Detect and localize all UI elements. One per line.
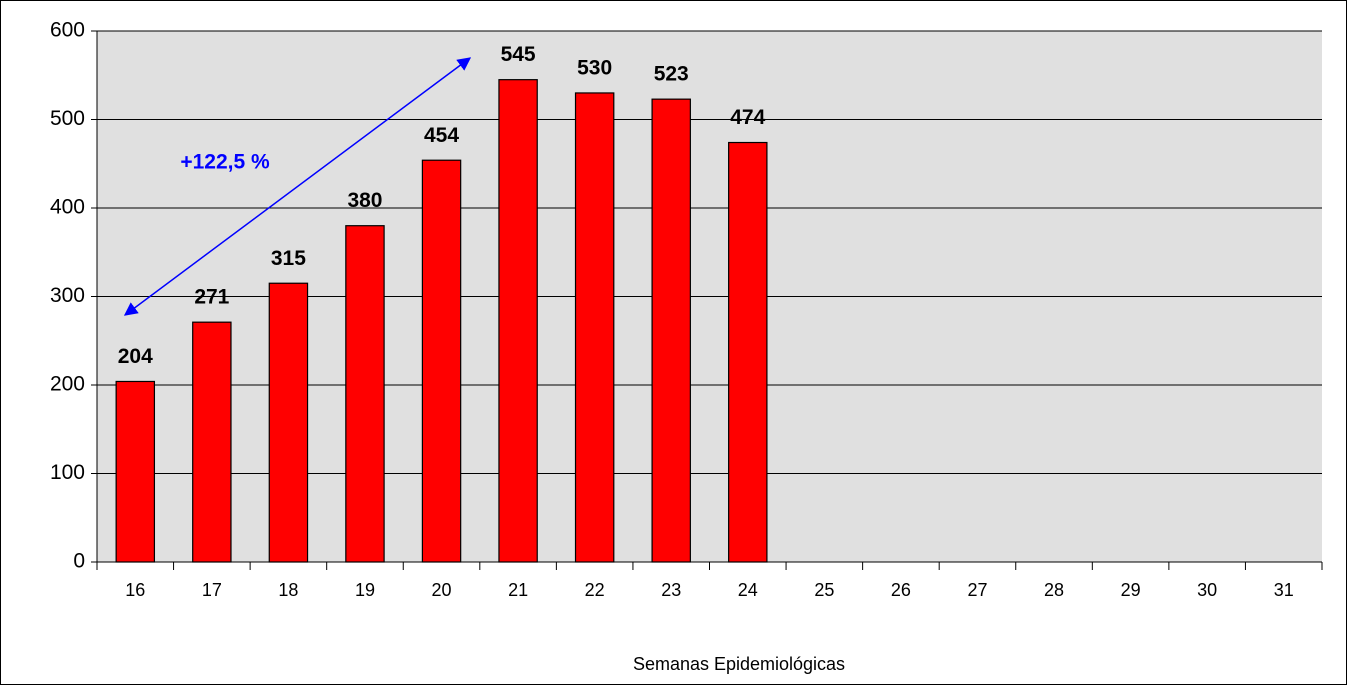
x-tick-label: 17: [202, 580, 222, 600]
x-tick-label: 27: [967, 580, 987, 600]
x-tick-label: 30: [1197, 580, 1217, 600]
value-label: 530: [577, 56, 612, 79]
x-tick-label: 29: [1121, 580, 1141, 600]
bar: [421, 159, 462, 563]
y-tick-label: 600: [50, 19, 85, 42]
x-tick-label: 21: [508, 580, 528, 600]
x-tick-label: 31: [1274, 580, 1294, 600]
x-tick-label: 24: [738, 580, 758, 600]
x-tick-label: 28: [1044, 580, 1064, 600]
bar: [192, 321, 232, 563]
value-label: 474: [730, 106, 765, 129]
value-label: 545: [501, 43, 536, 66]
arrow: [123, 57, 472, 316]
bar: [268, 282, 309, 563]
value-label: 271: [194, 286, 229, 309]
bar: [651, 98, 691, 563]
x-tick-label: 25: [814, 580, 834, 600]
x-tick-label: 16: [125, 580, 145, 600]
y-tick-label: 0: [73, 550, 85, 573]
bar: [498, 79, 538, 563]
x-tick-label: 19: [355, 580, 375, 600]
value-label: 204: [118, 345, 153, 368]
value-label: 454: [424, 124, 459, 147]
bar: [345, 225, 385, 563]
y-tick-label: 400: [50, 196, 85, 219]
bar: [728, 141, 768, 563]
y-tick-label: 500: [50, 107, 85, 130]
y-tick-label: 300: [50, 284, 85, 307]
annotation: +122,5 %: [180, 151, 270, 174]
x-tick-label: 23: [661, 580, 681, 600]
x-tick-label: 18: [278, 580, 298, 600]
y-tick-label: 100: [50, 461, 85, 484]
bar: [574, 92, 615, 563]
x-tick-label: 22: [585, 580, 605, 600]
x-tick-label: 26: [891, 580, 911, 600]
x-axis-label: Semanas Epidemiológicas: [633, 654, 845, 674]
x-tick-label: 20: [432, 580, 452, 600]
value-label: 523: [654, 63, 689, 86]
value-label: 380: [347, 189, 382, 212]
bar: [115, 380, 156, 563]
y-tick-label: 200: [50, 373, 85, 396]
value-label: 315: [271, 247, 306, 270]
